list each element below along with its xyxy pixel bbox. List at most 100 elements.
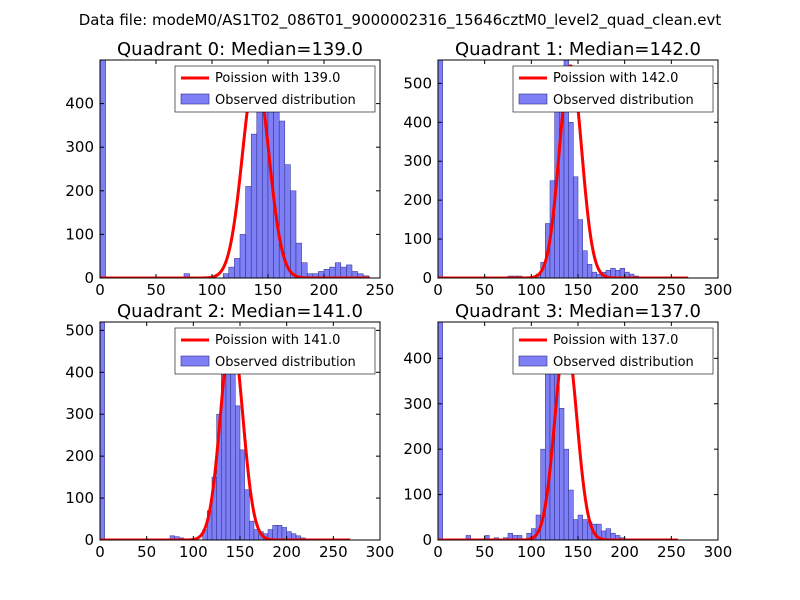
x-tick-label: 300 — [704, 543, 733, 561]
x-tick-label: 150 — [226, 543, 255, 561]
poisson-curve — [100, 71, 371, 278]
histogram-bar — [545, 353, 551, 540]
panel-title: Quadrant 2: Median=141.0 — [117, 301, 363, 322]
poisson-curve — [438, 336, 679, 540]
legend-label-poisson: Poission with 139.0 — [215, 71, 340, 86]
x-tick-label: 250 — [366, 281, 395, 299]
y-tick-label: 0 — [84, 531, 94, 549]
x-tick-label: 50 — [146, 281, 165, 299]
histogram-bar — [228, 266, 235, 278]
legend-bar-swatch — [518, 355, 548, 367]
x-tick-label: 300 — [704, 281, 733, 299]
legend: Poission with 141.0 Observed distribution — [174, 327, 376, 375]
legend: Poission with 139.0 Observed distribution — [174, 65, 376, 113]
legend-bar-swatch — [518, 93, 548, 105]
legend: Poission with 137.0 Observed distribution — [512, 327, 714, 375]
histogram-bar — [577, 514, 583, 540]
y-tick-label: 500 — [65, 321, 94, 339]
histogram-bar — [183, 273, 190, 278]
legend-box — [512, 65, 714, 113]
panel-quadrant-1: 0 50 100 150 200 250 300 0 100 200 300 400 500 Quadra… — [403, 39, 732, 299]
histogram-bar — [438, 322, 443, 540]
x-tick-label: 0 — [95, 543, 105, 561]
histogram-bar — [235, 405, 241, 540]
histogram-bar — [568, 122, 574, 278]
y-tick-label: 400 — [65, 363, 94, 381]
histogram-bar — [559, 408, 565, 540]
legend-label-poisson: Poission with 141.0 — [215, 333, 340, 348]
histogram-bar — [244, 489, 250, 540]
histogram-bar — [100, 322, 105, 540]
y-tick-label: 200 — [65, 182, 94, 200]
histogram-bar — [234, 258, 241, 278]
x-tick-label: 200 — [272, 543, 301, 561]
plot-area — [100, 60, 371, 278]
x-tick-label: 0 — [433, 543, 443, 561]
histogram-bar — [301, 262, 308, 278]
axes-frame — [99, 59, 381, 279]
histogram-bar — [438, 60, 443, 278]
y-tick-label: 0 — [422, 269, 432, 287]
histogram-bar — [230, 372, 236, 540]
y-tick-label: 200 — [403, 191, 432, 209]
histogram-bar — [568, 489, 574, 540]
histogram-bar — [334, 262, 342, 278]
legend-box — [174, 65, 376, 113]
x-tick-label: 50 — [475, 281, 494, 299]
y-tick-label: 200 — [65, 447, 94, 465]
histogram-bar — [281, 527, 287, 540]
legend-label-observed: Observed distribution — [553, 93, 694, 108]
histogram-bar — [563, 448, 569, 540]
y-tick-label: 100 — [65, 489, 94, 507]
histogram-bar — [239, 449, 245, 540]
histogram-bar — [340, 266, 347, 278]
x-tick-label: 0 — [433, 281, 443, 299]
histogram-bar — [100, 60, 106, 278]
legend-box — [174, 327, 376, 375]
legend-label-poisson: Poission with 137.0 — [553, 333, 678, 348]
plot-area — [438, 322, 679, 540]
y-tick-label: 300 — [403, 152, 432, 170]
x-tick-label: 100 — [517, 543, 546, 561]
y-tick-label: 100 — [403, 230, 432, 248]
legend-label-observed: Observed distribution — [215, 93, 356, 108]
y-tick-label: 200 — [403, 440, 432, 458]
histogram-bar — [272, 525, 278, 540]
x-tick-label: 300 — [366, 543, 395, 561]
y-tick-label: 400 — [403, 349, 432, 367]
x-tick-label: 250 — [657, 543, 686, 561]
histogram-bar — [249, 520, 255, 540]
y-tick-label: 300 — [403, 395, 432, 413]
x-tick-label: 100 — [179, 543, 208, 561]
panel-title: Quadrant 1: Median=142.0 — [455, 39, 701, 60]
histogram-bar — [245, 186, 252, 278]
histogram-bar — [295, 242, 302, 278]
histogram-bar — [582, 250, 588, 278]
histogram-bar — [346, 264, 353, 278]
panel-title: Quadrant 0: Median=139.0 — [117, 39, 363, 60]
panel-quadrant-0: 0 50 100 150 200 250 0 100 200 300 400 Quadrant 0: … — [65, 39, 394, 299]
y-tick-label: 100 — [403, 486, 432, 504]
x-tick-label: 50 — [137, 543, 156, 561]
panel-quadrant-2: 0 50 100 150 200 250 300 0 100 200 300 400 500 Quadra… — [65, 301, 394, 561]
legend-label-poisson: Poission with 142.0 — [553, 71, 678, 86]
histogram-bar — [250, 133, 258, 278]
histogram-bar — [573, 519, 579, 540]
legend-bar-swatch — [180, 93, 210, 105]
x-tick-label: 150 — [564, 543, 593, 561]
x-tick-label: 250 — [657, 281, 686, 299]
x-tick-label: 150 — [564, 281, 593, 299]
histogram-bar — [290, 190, 297, 278]
x-tick-label: 200 — [310, 281, 339, 299]
histogram-bar — [605, 528, 611, 540]
histogram-bar — [582, 519, 588, 540]
figure-suptitle: Data file: modeM0/AS1T02_086T01_90000023… — [79, 11, 722, 30]
panels-group: 0 50 100 150 200 250 0 100 200 300 400 Quadrant 0: … — [65, 39, 732, 561]
x-tick-label: 250 — [319, 543, 348, 561]
panel-title: Quadrant 3: Median=137.0 — [455, 301, 701, 322]
x-tick-label: 50 — [475, 543, 494, 561]
histogram-bar — [277, 525, 283, 540]
y-tick-label: 100 — [65, 225, 94, 243]
x-tick-label: 200 — [610, 543, 639, 561]
